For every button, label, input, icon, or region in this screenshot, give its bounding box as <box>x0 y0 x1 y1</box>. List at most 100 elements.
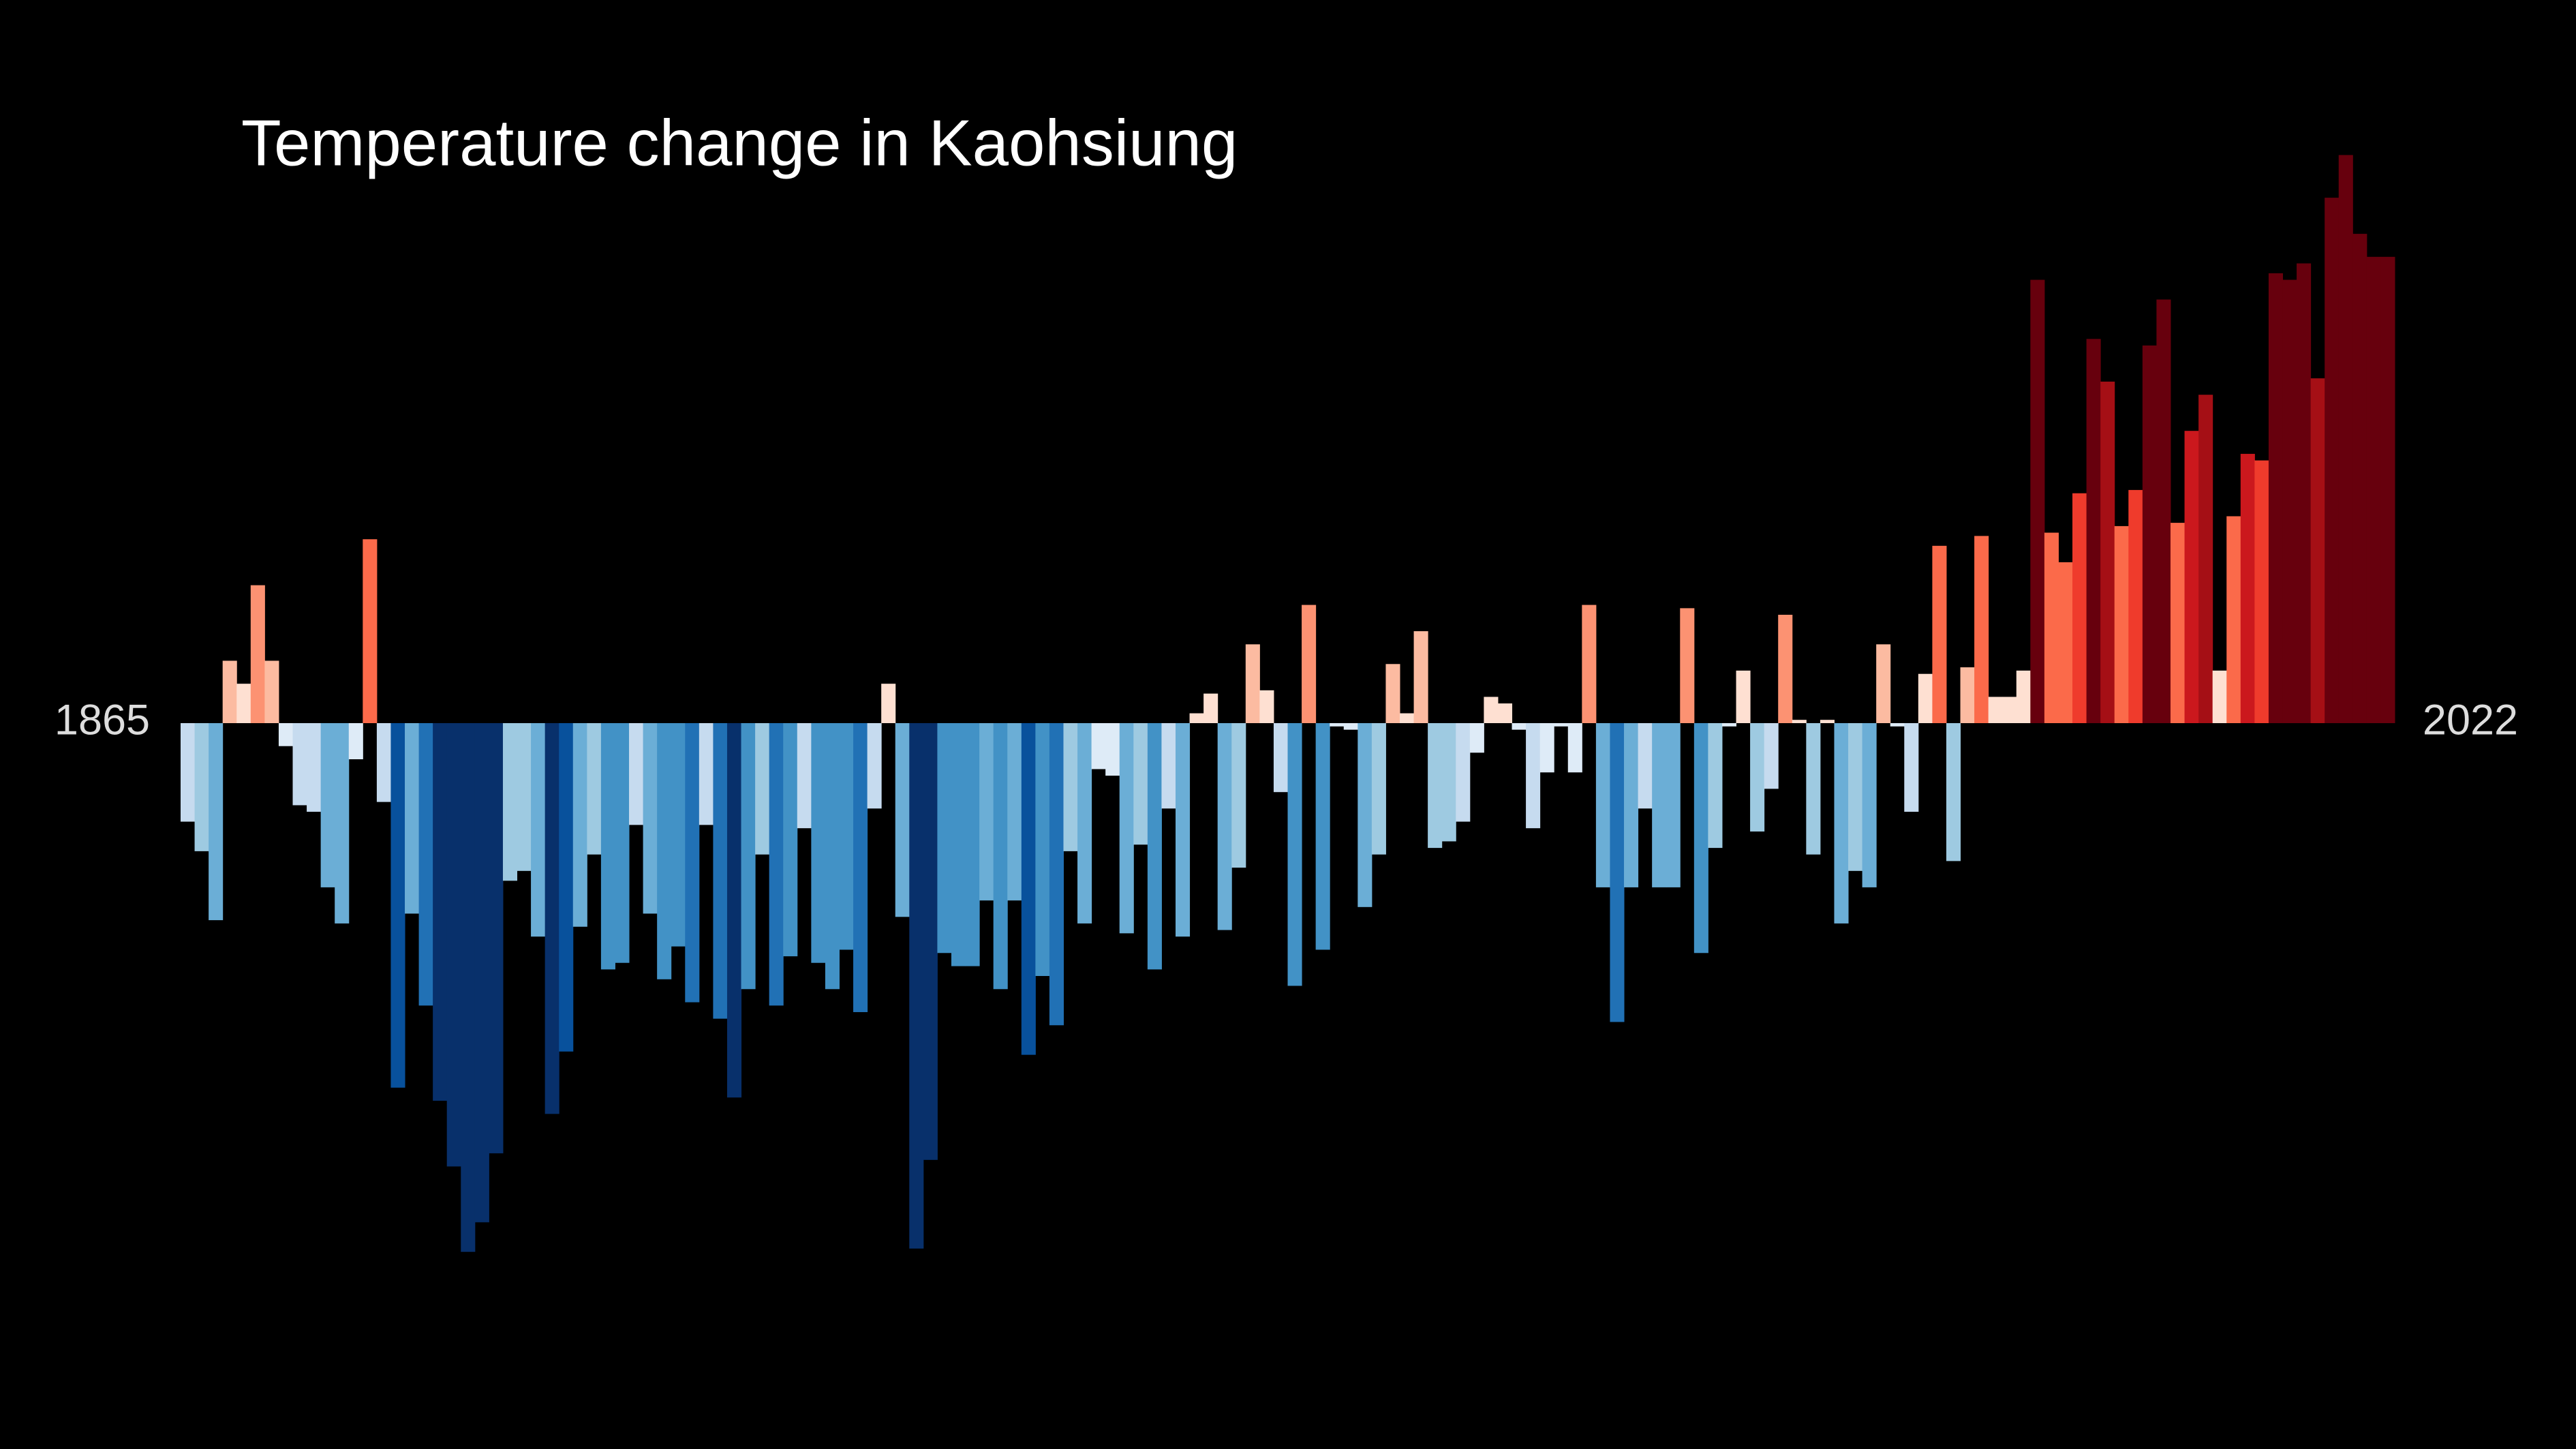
bar <box>209 723 224 921</box>
bar <box>264 660 279 723</box>
bar <box>307 723 322 812</box>
bar <box>1441 723 1456 842</box>
bar <box>1469 723 1484 753</box>
bar <box>1021 723 1036 1055</box>
bar <box>2310 378 2325 723</box>
bar <box>1161 723 1176 809</box>
bar <box>2297 263 2312 723</box>
bar <box>1666 723 1681 887</box>
bar <box>1693 723 1708 954</box>
bar <box>1203 693 1218 723</box>
bar <box>937 723 952 954</box>
bar <box>1428 723 1443 849</box>
bar <box>2002 697 2017 723</box>
bar <box>993 723 1008 990</box>
bar <box>433 723 448 1101</box>
bar <box>348 723 363 759</box>
bar <box>853 723 868 1012</box>
bar <box>1512 723 1527 730</box>
bar <box>1638 723 1653 809</box>
bar <box>811 723 826 963</box>
bar <box>629 723 644 825</box>
bar <box>726 723 742 1098</box>
bar <box>1343 723 1358 730</box>
bar <box>643 723 658 914</box>
bar <box>222 660 237 723</box>
bar <box>2030 279 2045 724</box>
bar <box>1077 723 1092 924</box>
bar <box>1792 720 1807 723</box>
bar <box>2142 345 2157 724</box>
bar <box>1413 631 1428 723</box>
bar <box>446 723 461 1167</box>
bar <box>1484 697 1499 723</box>
bar <box>1876 644 1891 723</box>
bar <box>2240 453 2255 723</box>
bar <box>881 684 896 723</box>
bar <box>1932 545 1947 723</box>
bar <box>923 723 938 1160</box>
chart-title: Temperature change in Kaohsiung <box>241 106 1238 179</box>
bar <box>1189 713 1204 723</box>
bar <box>657 723 672 979</box>
bar <box>1567 723 1582 773</box>
bar <box>1721 723 1737 727</box>
bar <box>1007 723 1022 901</box>
bar <box>1497 703 1513 723</box>
bar <box>1287 723 1302 986</box>
bar <box>1946 723 1961 861</box>
bar <box>979 723 994 901</box>
bar <box>2254 460 2269 723</box>
bar <box>1035 723 1050 976</box>
bar <box>783 723 798 957</box>
bar <box>1456 723 1471 822</box>
bar <box>418 723 433 1006</box>
bar <box>474 723 489 1223</box>
bar <box>335 723 350 924</box>
bar <box>1231 723 1246 868</box>
bar <box>1147 723 1162 970</box>
bar <box>2380 256 2395 723</box>
bar <box>1652 723 1667 887</box>
bar <box>1610 723 1625 1022</box>
bar <box>2366 256 2381 723</box>
bar <box>587 723 602 855</box>
bar <box>1526 723 1541 829</box>
bar <box>1904 723 1919 812</box>
bar <box>2156 299 2171 723</box>
bar <box>1820 720 1835 723</box>
bar <box>517 723 532 871</box>
bar <box>2184 431 2199 723</box>
bar <box>1834 723 1849 924</box>
bar <box>1736 670 1751 723</box>
bar <box>2086 339 2101 724</box>
bar <box>2114 525 2129 723</box>
bar <box>572 723 587 927</box>
bar <box>1091 723 1106 769</box>
bar <box>1595 723 1610 887</box>
bar <box>1918 673 1933 723</box>
bar <box>1862 723 1877 887</box>
bar <box>2325 198 2340 723</box>
bar <box>909 723 924 1249</box>
bar <box>699 723 714 825</box>
bar <box>1680 608 1695 723</box>
bar <box>320 723 335 887</box>
bar <box>531 723 546 937</box>
bar <box>559 723 574 1052</box>
bar <box>461 723 476 1252</box>
bar <box>1330 723 1345 727</box>
bar <box>2058 562 2073 723</box>
bar <box>2226 516 2241 723</box>
bar <box>600 723 615 970</box>
end-year-label: 2022 <box>2423 697 2518 744</box>
bar <box>615 723 630 963</box>
bar <box>1302 605 1317 723</box>
bar <box>545 723 559 1114</box>
bar <box>1119 723 1134 934</box>
bar <box>1778 615 1793 723</box>
bar <box>1988 697 2003 723</box>
bar <box>1974 536 1989 723</box>
bar <box>2170 523 2186 723</box>
bar <box>1539 723 1554 773</box>
